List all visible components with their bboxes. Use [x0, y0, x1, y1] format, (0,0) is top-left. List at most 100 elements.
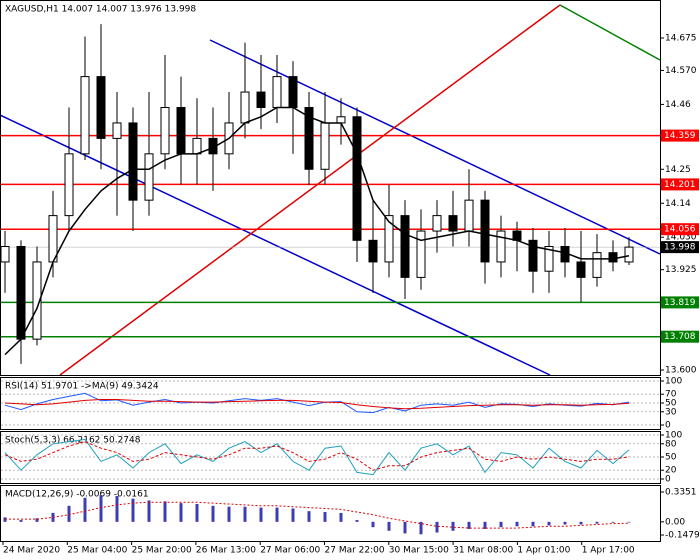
indicator-line	[4, 398, 630, 410]
candle-body	[384, 215, 394, 263]
candle-body	[128, 122, 138, 201]
y-tick-label: 14.570	[665, 66, 697, 76]
macd-bar	[483, 521, 487, 529]
x-tick-label: 24 Mar 2020	[3, 546, 60, 556]
macd-bar	[19, 520, 23, 522]
level-label: 13.819	[664, 298, 696, 308]
x-tick-label: 26 Mar 13:00	[196, 546, 256, 556]
panel-title: RSI(14) 51.9701 ->MA(9) 49.3424	[5, 382, 159, 392]
candle-body	[624, 246, 634, 263]
macd-bar	[115, 496, 119, 522]
level-label: 13.708	[664, 332, 696, 342]
candle-body	[544, 245, 554, 272]
y-tick-label: 14.46	[665, 100, 691, 110]
panel-title: Stoch(5,3,3) 66.2162 50.2748	[5, 436, 141, 446]
macd-bar	[451, 521, 455, 531]
candle-body	[336, 116, 346, 124]
signal-line	[5, 501, 630, 529]
candle-body	[96, 76, 106, 139]
macd-bar	[339, 512, 343, 522]
macd-bar	[563, 521, 567, 525]
candle-body	[144, 153, 154, 201]
level-label-box	[661, 296, 699, 309]
candle-body	[464, 199, 474, 232]
level-label-box	[661, 330, 699, 343]
level-label-box	[661, 178, 699, 191]
trend-line	[559, 4, 661, 61]
candle-body	[160, 106, 170, 155]
macd-bar	[211, 505, 215, 522]
macd-bar	[179, 503, 183, 522]
macd-bar	[595, 521, 599, 524]
macd-bar	[531, 521, 535, 527]
candle-body	[576, 261, 586, 278]
y-tick-label: 50	[665, 453, 677, 463]
candle-body	[112, 122, 122, 139]
macd-bar	[611, 521, 615, 523]
macd-bar	[83, 497, 87, 522]
candle-body	[512, 230, 522, 241]
macd-bar	[307, 511, 311, 522]
macd-bar	[291, 508, 295, 522]
panel-frame	[0, 485, 661, 542]
macd-bar	[259, 507, 263, 522]
y-tick-label: 14.675	[665, 33, 697, 43]
macd-bar	[435, 521, 439, 533]
macd-bar	[467, 521, 471, 529]
indicator-line	[4, 441, 630, 471]
y-tick-label: 80	[665, 439, 677, 449]
macd-bar	[323, 512, 327, 522]
y-tick-label: 14.14	[665, 199, 691, 209]
candle-body	[192, 137, 202, 155]
x-tick-label: 27 Mar 06:00	[260, 546, 320, 556]
macd-bar	[499, 521, 503, 528]
candle-body	[64, 153, 74, 217]
candle-body	[592, 252, 602, 278]
macd-bar	[547, 521, 551, 526]
last-price-box	[661, 241, 699, 254]
y-tick-label: 0	[665, 475, 671, 485]
panel-frame	[0, 0, 661, 376]
candle-body	[320, 122, 330, 170]
y-tick-label: 100	[665, 377, 682, 387]
candle-body	[480, 199, 490, 263]
macd-bar	[579, 521, 583, 525]
candle-body	[496, 230, 506, 263]
x-tick-label: 25 Mar 04:00	[67, 546, 127, 556]
y-tick-label: 14.25	[665, 165, 691, 175]
y-tick-label: 100	[665, 431, 682, 441]
level-label-box	[661, 223, 699, 236]
candle-body	[608, 252, 618, 263]
y-tick-label: 30	[665, 407, 677, 417]
macd-bar	[243, 506, 247, 522]
macd-bar	[35, 518, 39, 522]
macd-bar	[131, 498, 135, 522]
trend-line	[59, 4, 561, 376]
indicator-line	[4, 438, 630, 476]
channel-line	[0, 114, 551, 376]
level-label: 14.201	[664, 180, 696, 190]
candle-body	[16, 245, 26, 340]
y-tick-label: -0.1479	[665, 531, 700, 541]
y-tick-label: 70	[665, 390, 677, 400]
channel-line	[209, 39, 661, 255]
macd-bar	[419, 521, 423, 535]
macd-bar	[99, 495, 103, 522]
candle-body	[272, 76, 282, 108]
macd-bar	[275, 507, 279, 522]
y-tick-label: 20	[665, 466, 677, 476]
macd-bar	[403, 521, 407, 534]
level-label-box	[661, 129, 699, 142]
y-tick-label: 0.3351	[665, 488, 697, 498]
candle-body	[432, 215, 442, 232]
last-price-label: 13.998	[664, 243, 696, 253]
x-tick-label: 31 Mar 08:00	[453, 546, 513, 556]
macd-bar	[387, 521, 391, 531]
x-tick-label: 25 Mar 20:00	[132, 546, 192, 556]
candle-body	[368, 239, 378, 263]
macd-bar	[355, 520, 359, 522]
macd-bar	[371, 521, 375, 528]
x-tick-label: 27 Mar 22:00	[325, 546, 385, 556]
candle-body	[176, 106, 186, 155]
